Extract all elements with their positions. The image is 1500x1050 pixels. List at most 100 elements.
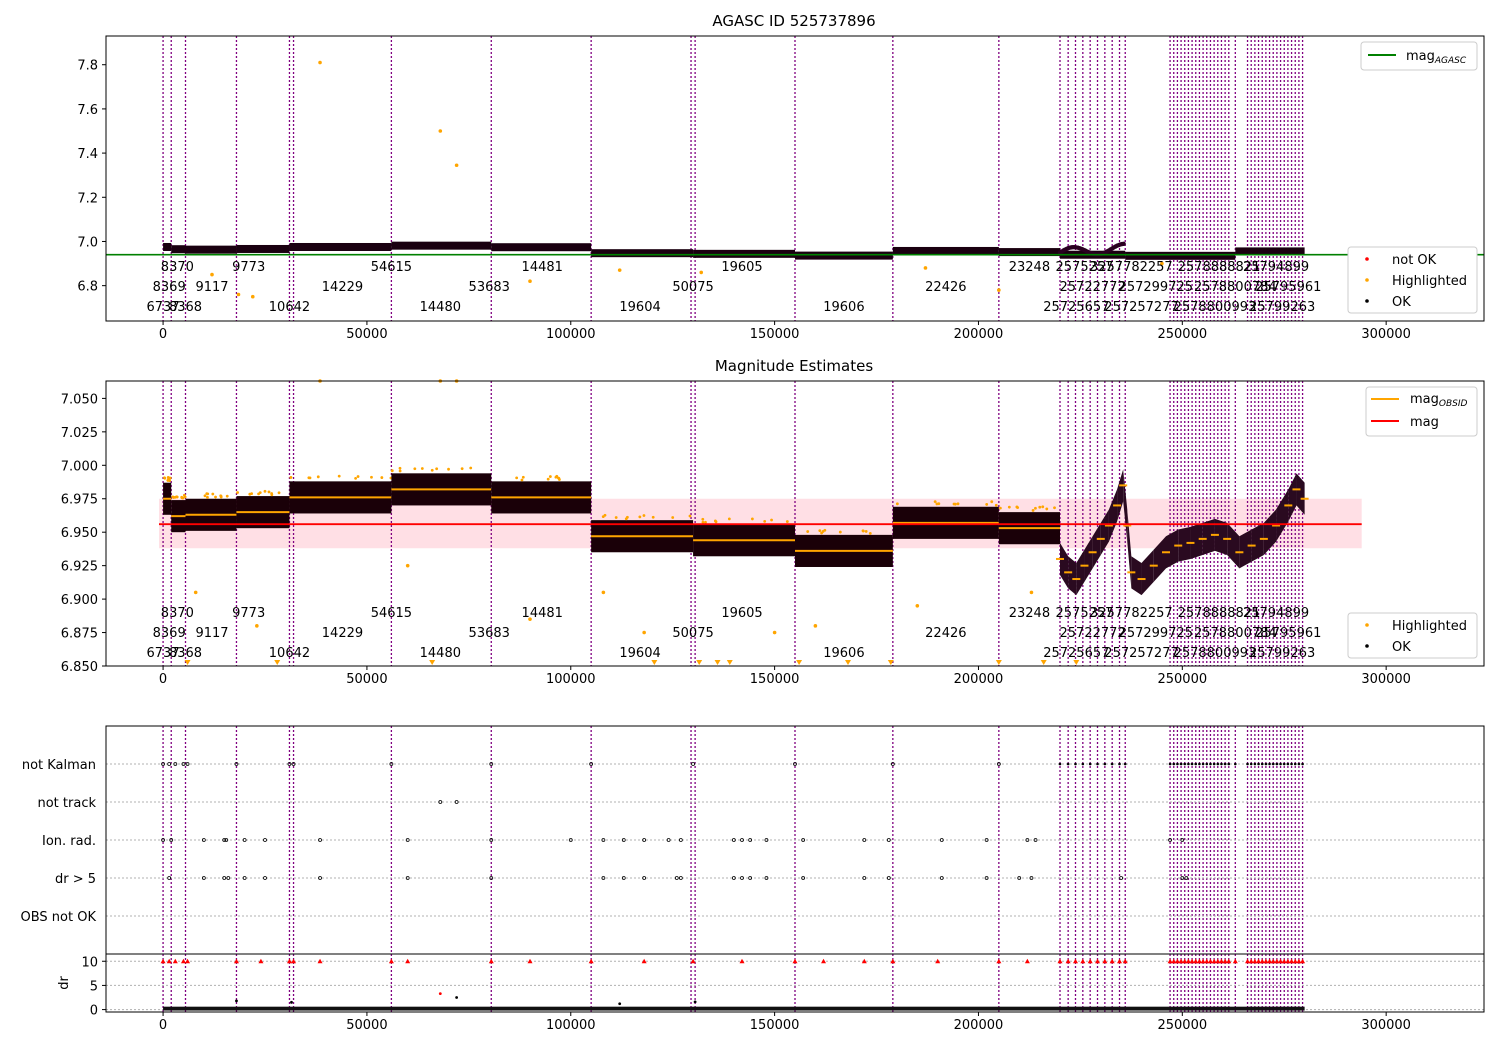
p2-fringe-point-3-5: [263, 489, 267, 493]
p2-fringe-point-3-2: [250, 492, 254, 496]
p4-clipped-marker-41: [1185, 958, 1191, 964]
p2-fringe-point-7-6: [638, 515, 642, 519]
p2-variable-band-5: [1100, 509, 1109, 555]
p2-clipped-point-7: [796, 660, 803, 665]
p3-flag-point-3-7: [405, 876, 410, 880]
p2-fringe-point-2-6: [219, 494, 223, 498]
p3-flag-point-0-6: [287, 762, 292, 766]
p3-flag-tail-point-36: [1275, 762, 1279, 766]
p2-highlighted-point-8: [642, 630, 646, 635]
p2-obsid-label-r3-1: 8368: [169, 646, 202, 661]
panel2-title: Magnitude Estimates: [715, 357, 873, 375]
p4-clipped-marker-64: [1285, 958, 1291, 964]
p2-fringe-point-0-7: [166, 479, 170, 482]
p4-clipped-marker-58: [1263, 958, 1269, 964]
p4-clipped-marker-55: [1252, 958, 1258, 964]
p4-clipped-marker-65: [1289, 958, 1295, 964]
p1-obsid-label-r1-3: 14481: [522, 260, 563, 275]
p4-clipped-marker-51: [1222, 958, 1228, 964]
p2-obsid-label-r1-6: 2575257: [1056, 606, 1114, 621]
p2-variable-band-17: [1214, 518, 1228, 555]
dr-axis-label: dr: [57, 976, 72, 990]
p1-obsid-label-r3-2: 10642: [269, 300, 310, 315]
p2-variable-band-23: [1288, 473, 1297, 522]
p2-xtick-label-6: 300000: [1361, 672, 1411, 687]
p2-obsid-label-r1-8: 2578888821: [1178, 606, 1261, 621]
p3-flag-point-3-22: [984, 876, 989, 880]
p2-variable-band-3: [1084, 536, 1093, 582]
p3-flag-point-0-10: [589, 762, 594, 766]
p3-flag-point-3-21: [939, 876, 944, 880]
p3-flag-point-2-28: [1180, 838, 1185, 842]
p3-flag-tail-point-3: [1066, 762, 1070, 766]
p3-flag-point-1-1: [454, 800, 459, 804]
p3-flag-point-0-9: [489, 762, 494, 766]
p2-variable-band-7: [1117, 469, 1124, 522]
p4-clipped-marker-8: [291, 958, 297, 964]
p3-flag-point-2-1: [169, 838, 174, 842]
p2-variable-band-4: [1092, 522, 1101, 569]
legend-label-mag: mag: [1406, 49, 1435, 64]
p3-flag-tail-point-43: [1301, 762, 1304, 766]
p1-highlighted-point-0: [318, 60, 322, 65]
legend-label-mag-mean: mag: [1410, 415, 1439, 430]
p1-mag-band-7: [591, 249, 694, 258]
p2-obsid-label-r1-9: 25794899: [1243, 606, 1309, 621]
p1-obsid-label-r1-5: 23248: [1009, 260, 1050, 275]
p2-obsid-label-r1-7: 3257782257: [1090, 606, 1173, 621]
p3-flag-point-2-8: [405, 838, 410, 842]
p2-fringe-point-4-2: [380, 476, 384, 479]
p2-variable-band-0: [1060, 542, 1069, 589]
p1-highlighted-point-9: [997, 288, 1001, 292]
p4-xtick-label-6: 300000: [1361, 1018, 1411, 1033]
p2-fringe-point-6-5: [555, 474, 559, 478]
p4-clipped-marker-14: [588, 958, 594, 964]
p3-flag-point-3-0: [167, 876, 172, 880]
p3-flag-tail-point-1: [1123, 762, 1127, 766]
p1-obsid-label-r1-2: 54615: [371, 260, 412, 275]
p2-fringe-point-7-1: [614, 516, 618, 519]
p2-fringe-point-4-9: [356, 475, 360, 478]
p3-flag-point-3-25: [1119, 876, 1124, 880]
legend-sub-obsid: OBSID: [1439, 399, 1468, 409]
p4-clipped-marker-34: [1109, 958, 1115, 964]
p2-fringe-point-10-3: [990, 500, 994, 504]
p4-clipped-marker-61: [1274, 958, 1280, 964]
p2-highlighted-point-9: [772, 630, 777, 635]
p2-highlighted-point-10: [813, 624, 818, 628]
p2-xtick-label-5: 250000: [1157, 672, 1207, 687]
p3-flag-point-0-0: [161, 762, 165, 766]
p3-flag-point-0-3: [181, 762, 186, 766]
p3-flag-label-2: Ion. rad.: [42, 834, 96, 849]
p4-clipped-marker-36: [1167, 958, 1173, 964]
p4-clipped-marker-47: [1207, 958, 1213, 964]
p1-obsid-label-r3-7: 257257277: [1104, 300, 1178, 315]
p1-mag-band-5: [391, 241, 492, 250]
p3-flag-tail-point-25: [1220, 762, 1223, 766]
p4-clipped-marker-19: [821, 958, 827, 964]
p2-ytick-label-5: 6.975: [61, 493, 98, 508]
p2-fringe-point-2-8: [205, 492, 209, 496]
p2-fringe-point-6-9: [521, 475, 525, 479]
p3-flag-point-2-15: [678, 838, 683, 842]
p4-clipped-marker-54: [1248, 958, 1254, 964]
p3-flag-point-0-2: [173, 762, 178, 766]
p2-fringe-point-3-8: [258, 491, 262, 495]
p2-ytick-label-2: 6.900: [61, 593, 98, 608]
p2-variable-band-13: [1166, 529, 1179, 569]
p1-obsid-label-r2-3: 53683: [469, 280, 510, 295]
p4-clipped-marker-0: [160, 958, 166, 964]
p4-xtick-label-5: 250000: [1157, 1018, 1207, 1033]
p2-fringe-point-10-4: [956, 502, 960, 506]
p4-clipped-marker-40: [1182, 958, 1188, 964]
p2-fringe-point-10-7: [933, 500, 937, 504]
p2-variable-band-11: [1141, 549, 1154, 596]
p2-obsid-label-r1-2: 54615: [371, 606, 412, 621]
p3-flag-tail-point-22: [1209, 762, 1212, 766]
p2-variable-band-15: [1190, 522, 1203, 559]
p4-dr-point-5: [693, 1000, 697, 1004]
p3-flag-point-2-26: [1033, 838, 1038, 842]
p2-fringe-point-4-5: [370, 475, 373, 479]
p4-clipped-marker-44: [1196, 958, 1202, 964]
p2-fringe-point-4-6: [316, 475, 320, 479]
